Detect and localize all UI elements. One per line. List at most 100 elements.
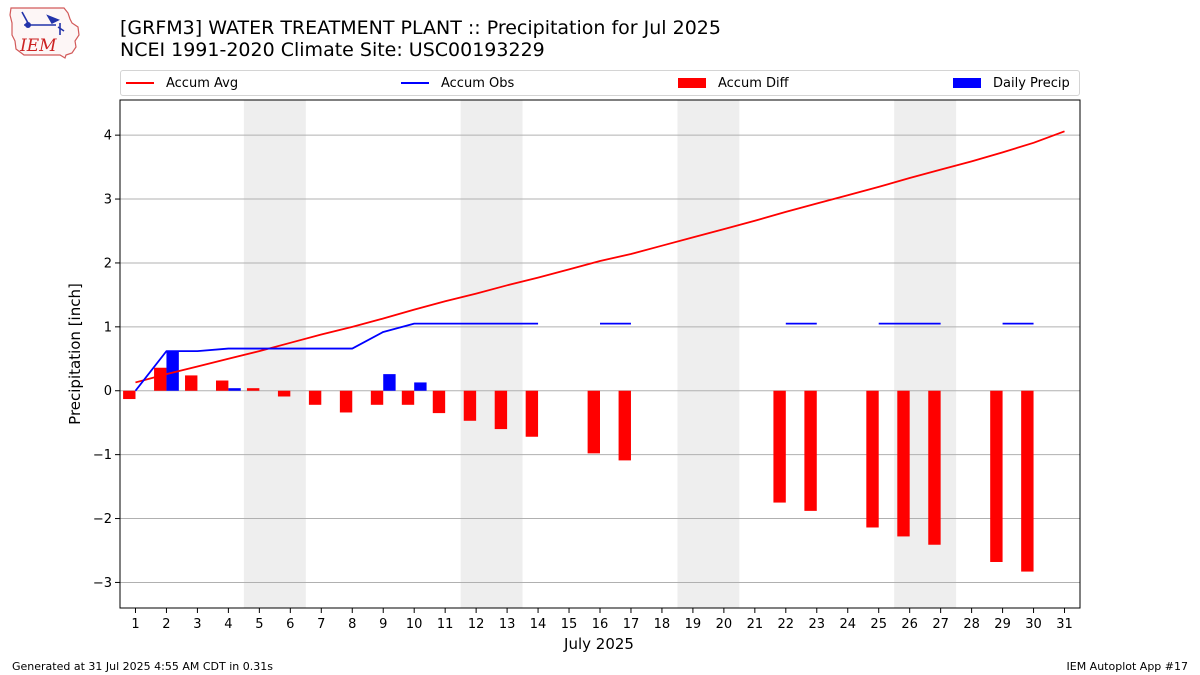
chart-subtitle: NCEI 1991-2020 Climate Site: USC00193229 <box>120 39 545 61</box>
x-tick-label: 31 <box>1056 617 1073 632</box>
x-tick-label: 20 <box>716 617 733 632</box>
x-tick-label: 9 <box>379 617 387 632</box>
weekend-shading-layer <box>243 100 957 608</box>
daily-precip-bar <box>166 351 179 391</box>
accum-diff-bar <box>928 390 941 545</box>
accum-diff-bar <box>277 390 291 397</box>
accum-diff-bar <box>804 390 817 511</box>
x-tick-label: 2 <box>162 617 170 632</box>
accum-diff-bar <box>1021 390 1034 572</box>
accum-diff-bar <box>866 390 879 528</box>
x-tick-label: 7 <box>317 617 325 632</box>
accum-diff-bar <box>216 380 229 391</box>
plot-frame <box>119 99 1081 609</box>
accum-obs-line <box>134 322 539 392</box>
legend-item-accum-obs: Accum Obs <box>401 71 514 95</box>
legend-swatch-accum-obs <box>401 82 429 84</box>
y-tick-label: 0 <box>104 384 112 399</box>
legend-label-accum-diff: Accum Diff <box>718 75 789 91</box>
weekend-shade <box>894 100 957 608</box>
footer-app-text: IEM Autoplot App #17 <box>1066 660 1189 673</box>
legend-swatch-accum-avg <box>126 82 154 84</box>
accum-diff-bar <box>618 390 631 461</box>
footer-generated-text: Generated at 31 Jul 2025 4:55 AM CDT in … <box>12 660 273 673</box>
x-tick-label: 21 <box>747 617 764 632</box>
accum-diff-bar <box>432 390 446 414</box>
accum-diff-bar <box>370 390 384 405</box>
accum-diff-bar <box>494 390 508 430</box>
x-tick-label: 26 <box>901 617 918 632</box>
legend-item-accum-diff: Accum Diff <box>678 71 789 95</box>
weekend-shade <box>243 100 306 608</box>
daily-precip-bar <box>383 374 396 391</box>
accum-diff-bar <box>185 375 198 391</box>
y-tick-label: −1 <box>93 448 112 463</box>
accum-diff-bar <box>463 390 477 421</box>
x-axis-label: July 2025 <box>563 635 634 653</box>
x-tick-label: 18 <box>654 617 671 632</box>
x-tick-label: 24 <box>839 617 856 632</box>
legend-label-accum-avg: Accum Avg <box>166 75 239 91</box>
accum-diff-bar <box>246 388 260 391</box>
x-tick-label: 28 <box>963 617 980 632</box>
x-tick-label: 12 <box>468 617 485 632</box>
accum-diff-bar <box>123 390 136 400</box>
iem-logo: IEM <box>9 7 80 59</box>
x-tick-label: 3 <box>193 617 201 632</box>
legend-swatch-daily-precip <box>953 78 981 88</box>
chart-legend: Accum Avg Accum Obs Accum Diff Daily Pre… <box>120 70 1080 96</box>
weekend-shade <box>677 100 740 608</box>
accum-diff-bar <box>525 390 539 437</box>
x-tick-label: 25 <box>870 617 887 632</box>
grid-layer <box>120 134 1080 583</box>
chart-title: [GRFM3] WATER TREATMENT PLANT :: Precipi… <box>120 17 721 39</box>
accum-diff-bar <box>401 390 415 405</box>
accum-diff-bar <box>773 390 786 503</box>
legend-item-accum-avg: Accum Avg <box>126 71 238 95</box>
accum-diff-bar <box>897 390 910 537</box>
x-tick-label: 15 <box>561 617 578 632</box>
y-tick-label: 3 <box>104 193 112 208</box>
accum-diff-bar <box>154 367 167 391</box>
y-tick-label: 2 <box>104 256 112 271</box>
accum-diff-bar <box>308 390 322 405</box>
weekend-shade <box>460 100 523 608</box>
logo-text: IEM <box>19 36 57 56</box>
x-tick-label: 19 <box>685 617 702 632</box>
legend-label-daily-precip: Daily Precip <box>993 75 1070 91</box>
bars-layer <box>123 351 1034 572</box>
y-tick-label: −2 <box>93 512 112 527</box>
legend-label-accum-obs: Accum Obs <box>441 75 515 91</box>
accum-diff-bar <box>339 390 353 413</box>
x-tick-label: 11 <box>437 617 454 632</box>
x-tick-label: 6 <box>286 617 294 632</box>
x-tick-label: 1 <box>131 617 139 632</box>
x-tick-label: 8 <box>348 617 356 632</box>
x-tick-label: 30 <box>1025 617 1042 632</box>
y-tick-label: −3 <box>93 576 112 591</box>
daily-precip-bar <box>228 388 241 391</box>
accum-avg-line <box>135 130 1065 384</box>
legend-swatch-accum-diff <box>678 78 706 88</box>
y-tick-label: 1 <box>104 320 112 335</box>
legend-item-daily-precip: Daily Precip <box>953 71 1070 95</box>
x-tick-label: 27 <box>932 617 949 632</box>
x-tick-label: 10 <box>406 617 423 632</box>
x-tick-label: 22 <box>778 617 795 632</box>
y-tick-label: 4 <box>104 129 112 144</box>
x-tick-label: 29 <box>994 617 1011 632</box>
x-tick-label: 17 <box>623 617 640 632</box>
x-tick-label: 14 <box>530 617 547 632</box>
accum-diff-bar <box>990 390 1003 562</box>
accum-diff-bar <box>587 390 600 454</box>
daily-precip-bar <box>414 382 427 391</box>
x-tick-label: 13 <box>499 617 516 632</box>
lines-layer <box>134 130 1065 392</box>
weather-station-icon <box>21 11 65 35</box>
x-tick-label: 23 <box>809 617 826 632</box>
x-tick-label: 16 <box>592 617 609 632</box>
x-tick-label: 5 <box>255 617 263 632</box>
x-tick-label: 4 <box>224 617 232 632</box>
